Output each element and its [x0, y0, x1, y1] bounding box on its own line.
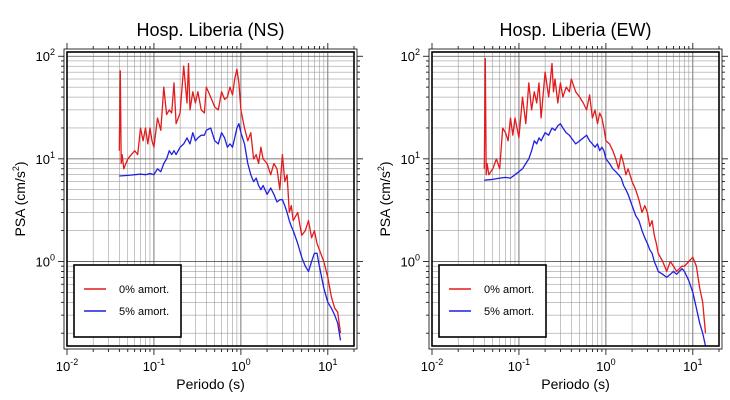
y-tick-label-base: 10 — [36, 152, 50, 167]
x-tick-label-exp: 1 — [698, 357, 703, 367]
legend-label: 0% amort. — [484, 284, 534, 296]
chart-title: Hosp. Liberia (EW) — [499, 20, 651, 40]
legend: 0% amort. 5% amort. — [73, 264, 182, 338]
x-tick-label-exp: -1 — [522, 357, 530, 367]
legend-label: 0% amort. — [119, 284, 169, 296]
y-tick-label-base: 10 — [36, 49, 50, 64]
x-tick-label-base: 10 — [56, 359, 70, 374]
series-line-amort-0 — [483, 57, 707, 334]
series-line-amort-0 — [118, 62, 342, 334]
y-tick-label-base: 10 — [401, 254, 415, 269]
x-axis-label: Periodo (s) — [541, 376, 609, 392]
plot-frame-outer — [63, 48, 358, 350]
y-tick-label-exp: 0 — [415, 252, 420, 262]
y-tick-label-base: 10 — [401, 49, 415, 64]
y-tick-label-exp: 1 — [415, 150, 420, 160]
x-tick-label-base: 10 — [318, 359, 332, 374]
chart-title: Hosp. Liberia (NS) — [136, 20, 284, 40]
x-tick-label-exp: -2 — [435, 357, 443, 367]
legend-box — [73, 264, 182, 338]
y-axis-label: PSA (cm/s2) — [11, 161, 28, 236]
y-tick-label-base: 10 — [36, 254, 50, 269]
tick-marks — [423, 43, 728, 355]
y-axis-label-close: ) — [377, 161, 393, 166]
x-tick-label-exp: -1 — [157, 357, 165, 367]
x-tick-label: 10-2 — [56, 357, 78, 374]
x-tick-label: 101 — [683, 357, 702, 374]
x-tick-label-base: 10 — [683, 359, 697, 374]
plot-frame — [66, 51, 355, 347]
y-axis-label-close: ) — [12, 161, 28, 166]
plot-frame-outer — [428, 48, 723, 350]
x-axis-label: Periodo (s) — [176, 376, 244, 392]
y-tick-label: 102 — [401, 47, 420, 64]
legend-box — [438, 264, 547, 338]
y-axis-label-main: PSA (cm/s — [377, 171, 393, 236]
y-tick-label: 101 — [401, 150, 420, 167]
x-tick-label: 10-1 — [508, 357, 530, 374]
x-tick-label-base: 10 — [508, 359, 522, 374]
y-tick-label-exp: 0 — [50, 252, 55, 262]
x-tick-label-exp: 0 — [611, 357, 616, 367]
y-axis-label-sup: 2 — [376, 166, 386, 171]
x-tick-label: 10-1 — [143, 357, 165, 374]
y-tick-label: 102 — [36, 47, 55, 64]
y-tick-label: 101 — [36, 150, 55, 167]
y-tick-label: 100 — [36, 252, 55, 269]
series-line-amort-5 — [484, 123, 707, 347]
x-tick-label-base: 10 — [231, 359, 245, 374]
x-tick-label-base: 10 — [421, 359, 435, 374]
tick-marks — [58, 43, 363, 355]
legend-label: 5% amort. — [484, 306, 534, 318]
y-tick-label-base: 10 — [401, 152, 415, 167]
y-axis-label: PSA (cm/s2) — [376, 161, 393, 236]
y-axis-label-sup: 2 — [11, 166, 21, 171]
plot-frame — [431, 51, 720, 347]
y-tick-label-exp: 2 — [415, 47, 420, 57]
x-tick-label: 101 — [318, 357, 337, 374]
x-tick-label: 100 — [231, 357, 250, 374]
x-tick-label-exp: 0 — [246, 357, 251, 367]
series-line-amort-5 — [119, 123, 342, 341]
x-tick-label-base: 10 — [143, 359, 157, 374]
x-tick-label-exp: -2 — [70, 357, 78, 367]
x-tick-label-exp: 1 — [333, 357, 338, 367]
y-tick-label-exp: 1 — [50, 150, 55, 160]
y-tick-label: 100 — [401, 252, 420, 269]
x-tick-label: 100 — [596, 357, 615, 374]
y-tick-label-exp: 2 — [50, 47, 55, 57]
x-tick-label: 10-2 — [421, 357, 443, 374]
y-axis-label-main: PSA (cm/s — [12, 171, 28, 236]
legend-label: 5% amort. — [119, 306, 169, 318]
x-tick-label-base: 10 — [596, 359, 610, 374]
legend: 0% amort. 5% amort. — [438, 264, 547, 338]
